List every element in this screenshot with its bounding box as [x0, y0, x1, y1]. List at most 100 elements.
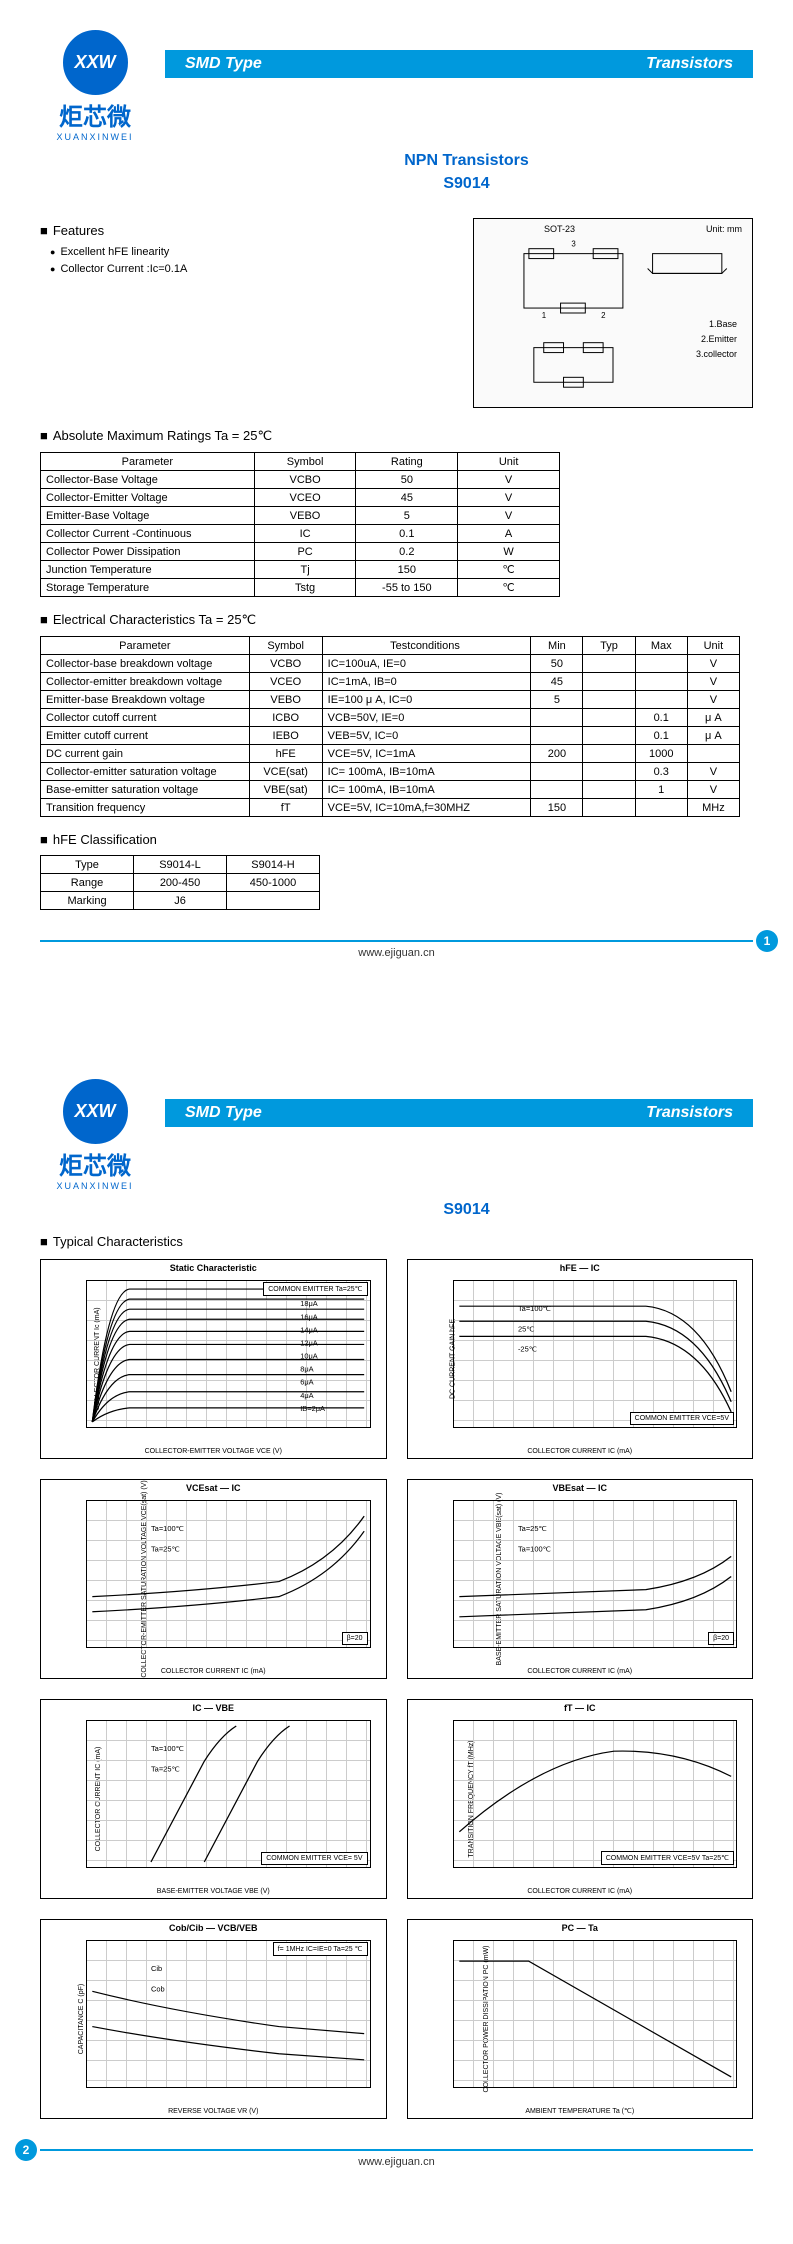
chart: IC — VBE COLLECTOR CURRENT IC (mA) Ta=10…	[40, 1699, 387, 1899]
table-cell	[531, 709, 583, 727]
chart-xlabel: COLLECTOR CURRENT IC (mA)	[527, 1888, 632, 1895]
pin-1: 1.Base	[709, 319, 737, 329]
table-cell: IE=100 μ A, IC=0	[322, 691, 531, 709]
chart: fT — IC TRANSITION FREQUENCY fT (MHz) CO…	[407, 1699, 754, 1899]
svg-text:16μA: 16μA	[300, 1312, 318, 1321]
table-cell: Range	[41, 874, 134, 892]
chart-xlabel: COLLECTOR-EMITTER VOLTAGE VCE (V)	[145, 1448, 282, 1455]
svg-text:Ta=100℃: Ta=100℃	[517, 1545, 550, 1554]
chart: VCEsat — IC COLLECTOR-EMITTER SATURATION…	[40, 1479, 387, 1679]
doc-title-1: NPN Transistors	[180, 152, 753, 170]
table-row: Collector-emitter breakdown voltageVCEOI…	[41, 673, 740, 691]
chart-annotation: COMMON EMITTER VCE=5V Ta=25℃	[601, 1851, 734, 1865]
table-cell: IC	[254, 525, 356, 543]
table-cell: IC=1mA, IB=0	[322, 673, 531, 691]
table-cell	[531, 763, 583, 781]
svg-text:3: 3	[571, 240, 576, 249]
table-cell: 45	[531, 673, 583, 691]
table-header: Type	[41, 856, 134, 874]
table-cell: IC= 100mA, IB=10mA	[322, 781, 531, 799]
pin-2: 2.Emitter	[701, 334, 737, 344]
table-cell: -55 to 150	[356, 579, 458, 597]
table-cell: VCE=5V, IC=1mA	[322, 745, 531, 763]
table-cell: Transition frequency	[41, 799, 250, 817]
table-header: Min	[531, 637, 583, 655]
table-cell	[227, 892, 320, 910]
table-header: Symbol	[254, 453, 356, 471]
table-cell: VEBO	[249, 691, 322, 709]
typical-heading: Typical Characteristics	[40, 1234, 753, 1249]
elec-table: ParameterSymbolTestconditionsMinTypMaxUn…	[40, 636, 740, 817]
svg-text:10μA: 10μA	[300, 1352, 318, 1361]
footer: www.ejiguan.cn 2	[40, 2149, 753, 2168]
pkg-drawing: 1 2 3	[474, 219, 752, 407]
table-cell: VCEO	[249, 673, 322, 691]
table-cell: fT	[249, 799, 322, 817]
table-cell: V	[458, 471, 560, 489]
chart-ylabel: CAPACITANCE C (pF)	[78, 1984, 85, 2055]
table-row: MarkingJ6	[41, 892, 320, 910]
table-cell: Emitter-base Breakdown voltage	[41, 691, 250, 709]
svg-text:Ta=100℃: Ta=100℃	[151, 1524, 184, 1533]
table-cell: Collector-emitter saturation voltage	[41, 763, 250, 781]
table-cell: Collector-base breakdown voltage	[41, 655, 250, 673]
chart-annotation: COMMON EMITTER VCE= 5V	[261, 1852, 367, 1865]
table-cell: VBE(sat)	[249, 781, 322, 799]
package-diagram: SOT-23 Unit: mm 1 2 3 1.Base 2.Emitter 3…	[473, 218, 753, 408]
chart: hFE — IC DC CURRENT GAIN hFE Ta=100℃25℃-…	[407, 1259, 754, 1459]
chart-plot: Ta=100℃Ta=25℃	[86, 1720, 371, 1868]
table-cell: 0.2	[356, 543, 458, 561]
features-left: Features Excellent hFE linearityCollecto…	[40, 208, 473, 408]
table-cell: Base-emitter saturation voltage	[41, 781, 250, 799]
table-cell: 0.1	[635, 727, 687, 745]
table-row: Transition frequencyfTVCE=5V, IC=10mA,f=…	[41, 799, 740, 817]
table-header: Parameter	[41, 453, 255, 471]
chart-xlabel: BASE-EMITTER VOLTAGE VBE (V)	[157, 1888, 270, 1895]
footer-url: www.ejiguan.cn	[358, 947, 434, 959]
table-cell: ℃	[458, 561, 560, 579]
table-cell: VCB=50V, IE=0	[322, 709, 531, 727]
chart-plot	[453, 1720, 738, 1868]
chart-plot: CibCob	[86, 1940, 371, 2088]
table-cell	[635, 799, 687, 817]
table-cell: 0.1	[635, 709, 687, 727]
table-cell: Tstg	[254, 579, 356, 597]
chart-annotation: β=20	[708, 1632, 734, 1645]
chart-title: Static Characteristic	[170, 1263, 257, 1273]
chart-plot	[453, 1940, 738, 2088]
table-cell	[583, 781, 635, 799]
features-heading: Features	[40, 223, 473, 238]
logo-symbol: XXW	[74, 52, 115, 73]
page-number: 1	[756, 930, 778, 952]
hfe-table: TypeS9014-LS9014-H Range200-450450-1000M…	[40, 855, 320, 910]
svg-text:6μA: 6μA	[300, 1378, 314, 1387]
table-cell	[583, 691, 635, 709]
table-cell	[583, 799, 635, 817]
table-row: DC current gainhFEVCE=5V, IC=1mA2001000	[41, 745, 740, 763]
table-cell: Collector-Base Voltage	[41, 471, 255, 489]
table-header: S9014-L	[134, 856, 227, 874]
table-cell: V	[458, 489, 560, 507]
table-cell: 0.1	[356, 525, 458, 543]
table-cell: IC= 100mA, IB=10mA	[322, 763, 531, 781]
table-cell	[635, 691, 687, 709]
table-cell: A	[458, 525, 560, 543]
page-number: 2	[15, 2139, 37, 2161]
chart-xlabel: REVERSE VOLTAGE VR (V)	[168, 2108, 258, 2115]
features-section: Features Excellent hFE linearityCollecto…	[40, 208, 753, 408]
logo-icon: XXW	[63, 30, 128, 95]
chart: Cob/Cib — VCB/VEB CAPACITANCE C (pF) Cib…	[40, 1919, 387, 2119]
table-cell: Junction Temperature	[41, 561, 255, 579]
table-cell: hFE	[249, 745, 322, 763]
chart-annotation: COMMON EMITTER Ta=25℃	[263, 1282, 367, 1296]
logo-en: XUANXINWEI	[56, 1181, 133, 1191]
table-row: Storage TemperatureTstg-55 to 150℃	[41, 579, 560, 597]
table-row: Collector cutoff currentICBOVCB=50V, IE=…	[41, 709, 740, 727]
svg-text:4μA: 4μA	[300, 1391, 314, 1400]
table-row: Collector Current -ContinuousIC0.1A	[41, 525, 560, 543]
table-row: Junction TemperatureTj150℃	[41, 561, 560, 579]
table-cell: W	[458, 543, 560, 561]
table-cell: V	[687, 763, 739, 781]
chart-title: PC — Ta	[562, 1923, 598, 1933]
table-cell: Collector cutoff current	[41, 709, 250, 727]
